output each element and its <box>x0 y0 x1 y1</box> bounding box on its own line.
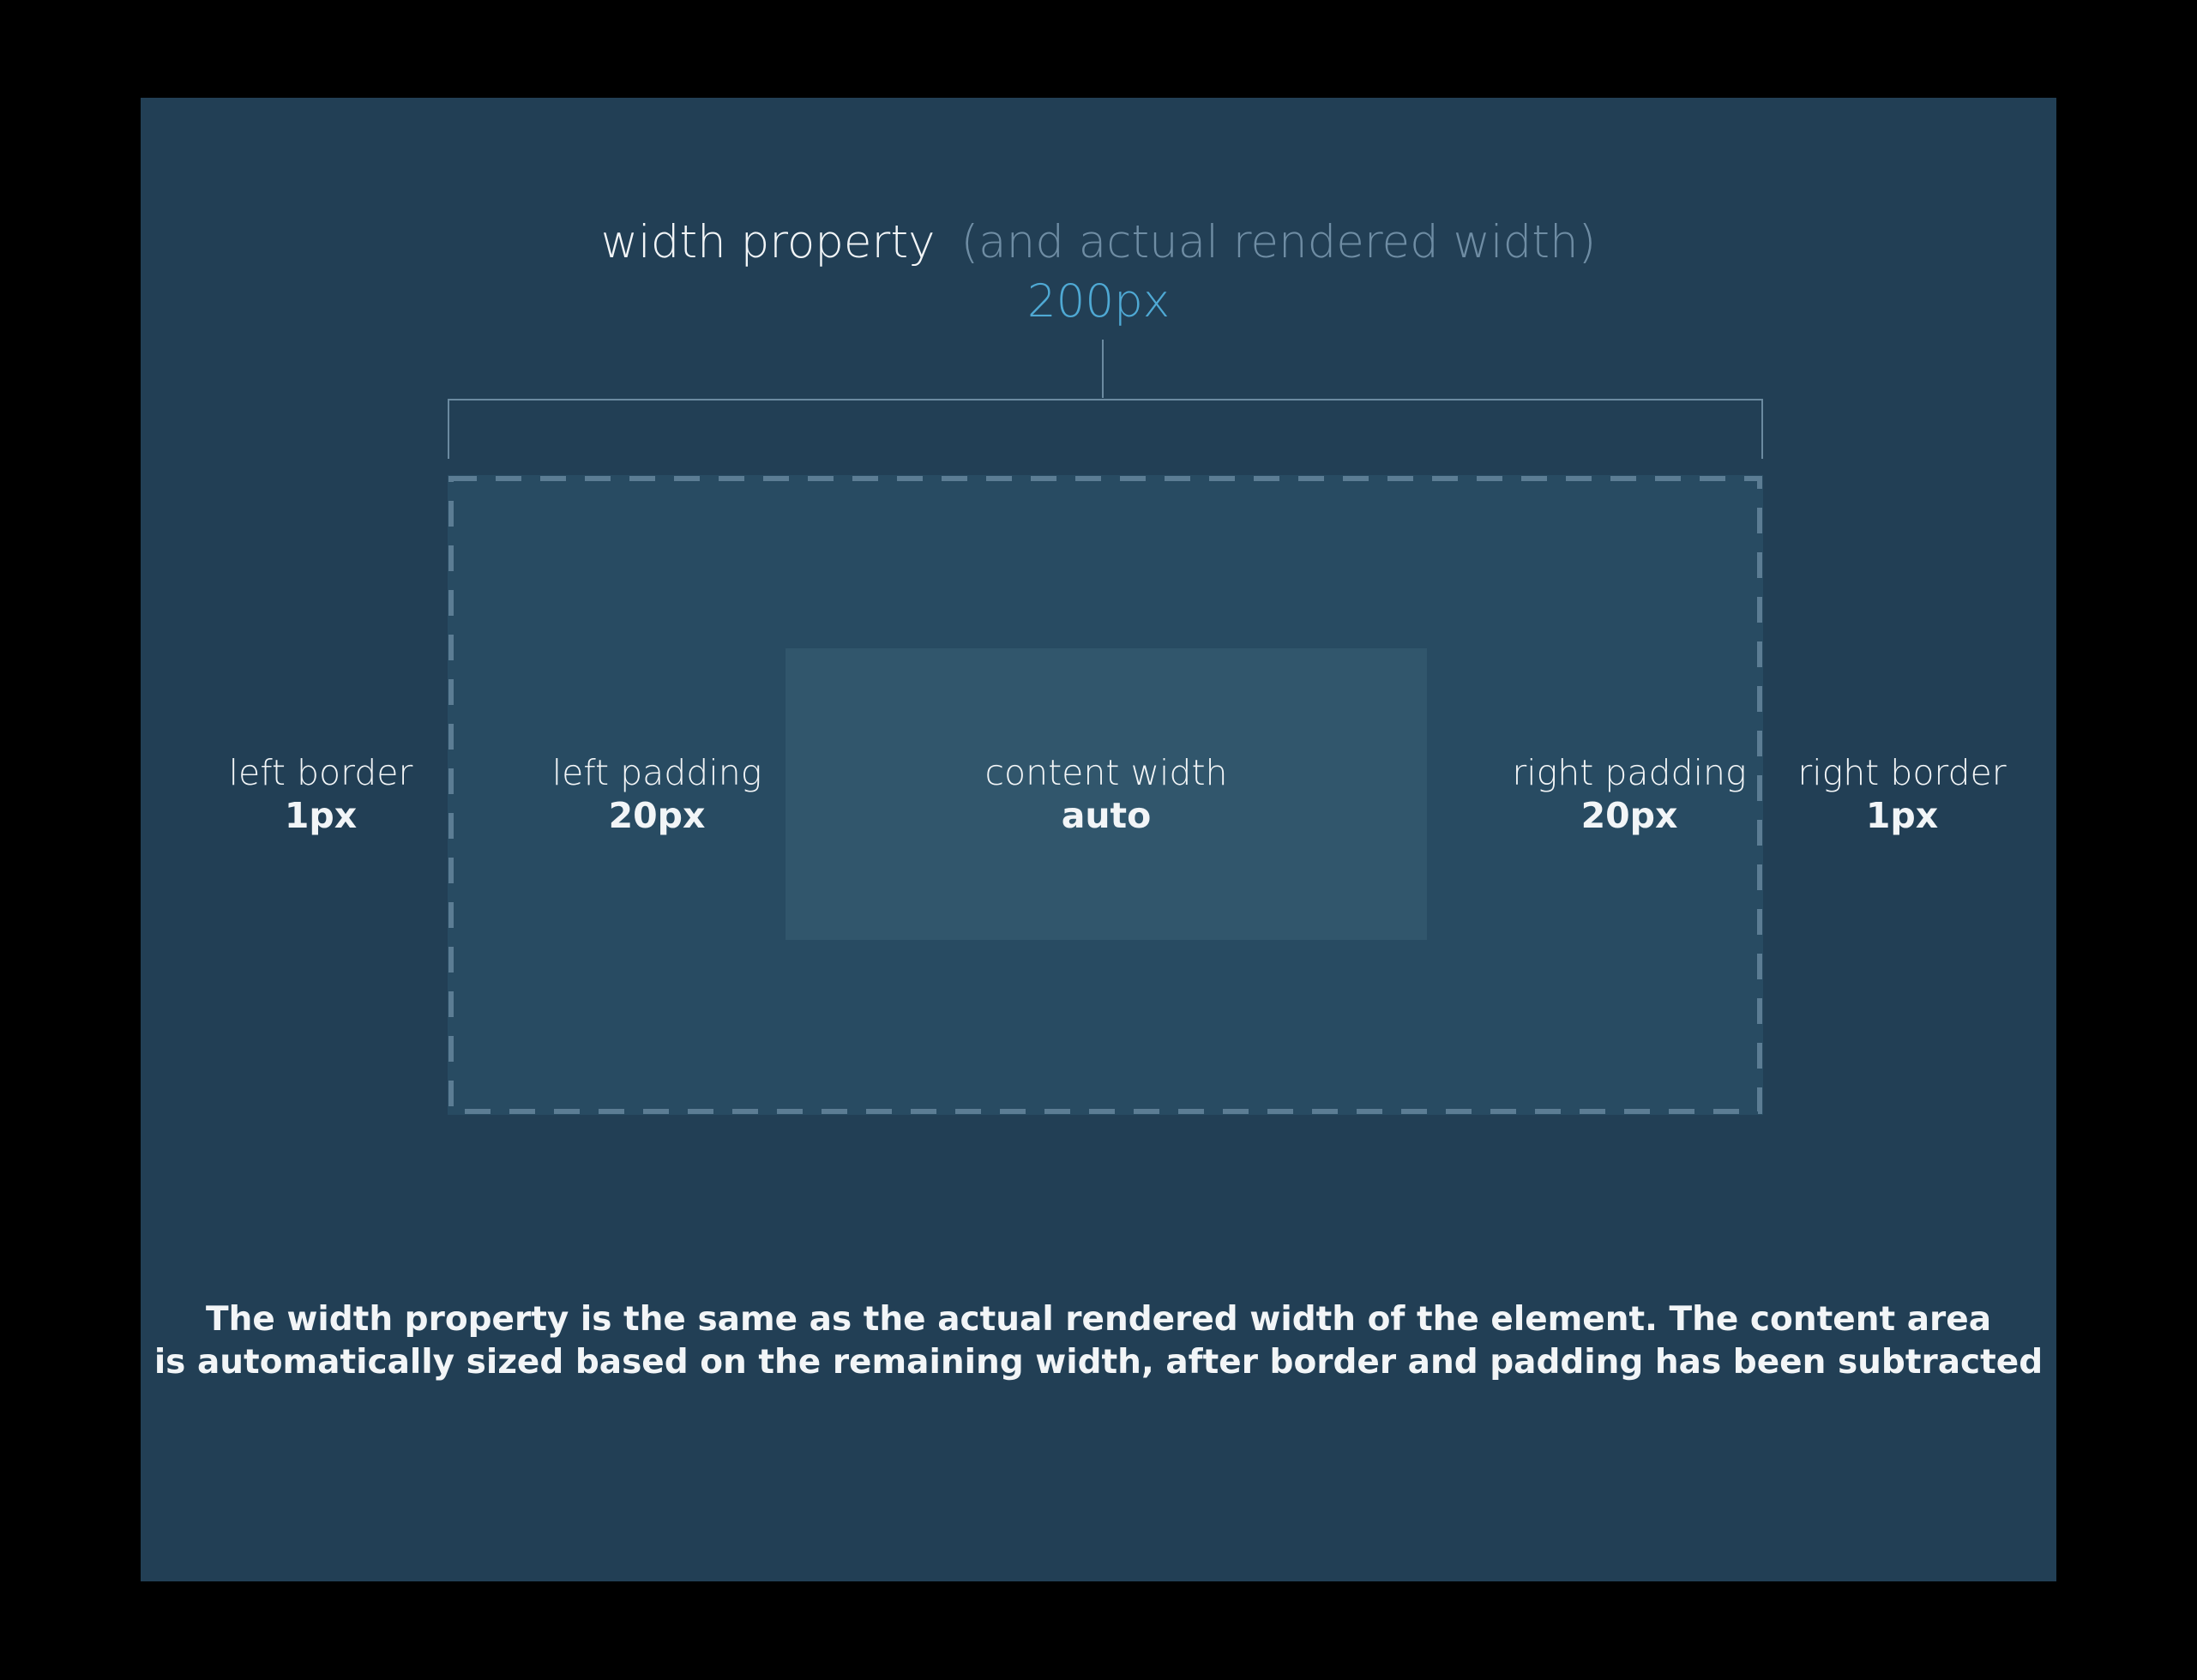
caption: The width property is the same as the ac… <box>141 1298 2056 1384</box>
content-area <box>786 648 1427 940</box>
bracket-right-tick <box>1761 399 1763 459</box>
right-border-name: right border <box>1797 752 2007 793</box>
width-value: 200px <box>1026 275 1171 328</box>
left-border-label: left border 1px <box>192 751 449 837</box>
right-padding-name: right padding <box>1512 752 1747 793</box>
bracket-top-line <box>448 399 1763 400</box>
left-padding-value: 20px <box>608 795 706 836</box>
right-border-value: 1px <box>1865 795 1939 836</box>
left-border-value: 1px <box>284 795 358 836</box>
width-property-heading: width property (and actual rendered width… <box>141 213 2056 273</box>
right-padding-label: right padding 20px <box>1458 751 1801 837</box>
caption-line-2: is automatically sized based on the rema… <box>153 1343 2044 1382</box>
left-padding-name: left padding <box>551 752 762 793</box>
content-width-label: content width auto <box>892 751 1321 837</box>
bracket-left-tick <box>448 399 449 459</box>
left-border-name: left border <box>228 752 413 793</box>
content-width-value: auto <box>1061 795 1152 836</box>
heading-main-text: width property <box>600 216 936 268</box>
bracket-stem <box>1102 340 1104 398</box>
heading-sub-text: (and actual rendered width) <box>960 216 1597 268</box>
caption-line-1: The width property is the same as the ac… <box>205 1300 1992 1339</box>
content-width-name: content width <box>984 752 1228 793</box>
right-border-label: right border 1px <box>1773 751 2031 837</box>
left-padding-label: left padding 20px <box>528 751 786 837</box>
dashed-border <box>448 476 1762 1114</box>
right-padding-value: 20px <box>1580 795 1678 836</box>
diagram-panel: width property (and actual rendered width… <box>141 98 2056 1581</box>
